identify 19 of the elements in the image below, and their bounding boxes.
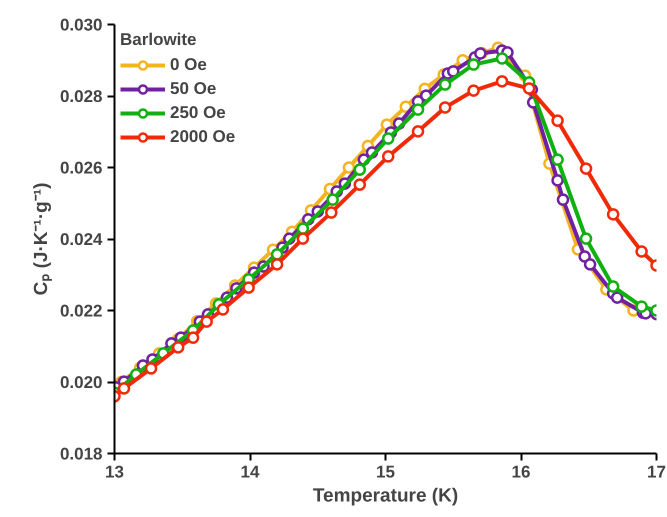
legend-label: 50 Oe — [170, 79, 216, 99]
legend-label: 2000 Oe — [170, 127, 236, 147]
x-tick-label: 17 — [647, 462, 666, 482]
y-tick-label: 0.028 — [60, 87, 103, 106]
legend-label: 250 Oe — [170, 103, 226, 123]
y-tick-label: 0.022 — [60, 302, 103, 320]
x-tick-label: 13 — [105, 462, 124, 482]
y-tick-label: 0.024 — [60, 230, 104, 249]
legend-title: Barlowite — [120, 30, 198, 50]
y-tick-label: 0.030 — [60, 16, 103, 34]
y-axis-title: Cₚ (J·K⁻¹·g⁻¹) — [30, 182, 52, 296]
y-tick-label: 0.026 — [60, 158, 103, 178]
y-tick-label: 0.020 — [60, 373, 103, 392]
legend-label: 0 Oe — [170, 55, 207, 75]
x-axis-title: Temperature (K) — [312, 486, 458, 506]
y-tick-label: 0.018 — [60, 444, 103, 464]
x-tick-label: 15 — [376, 462, 395, 482]
x-tick-label: 16 — [512, 462, 530, 482]
x-tick-label: 14 — [240, 462, 260, 482]
